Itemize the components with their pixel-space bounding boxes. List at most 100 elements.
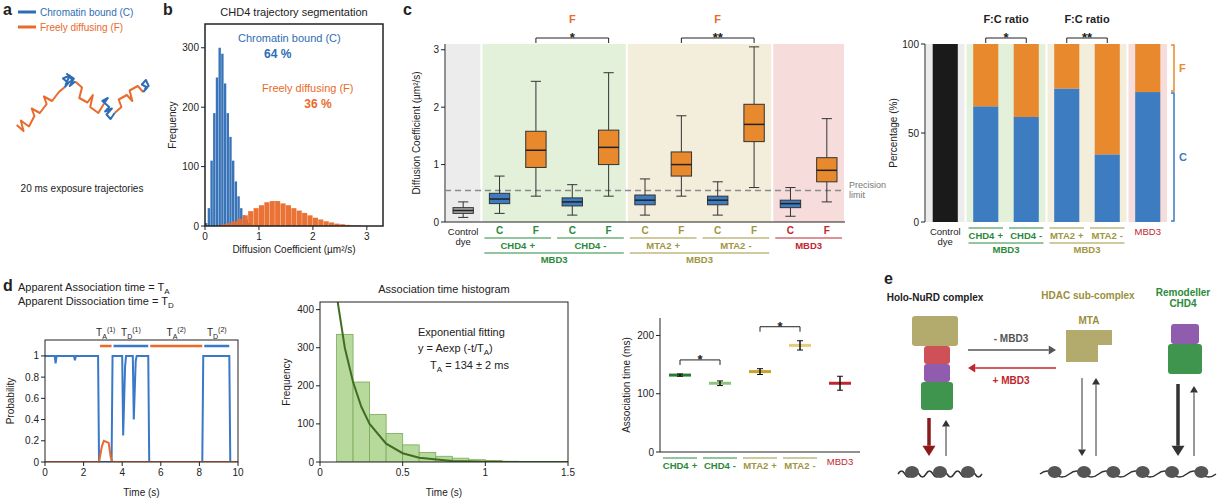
plot-area [453, 47, 837, 218]
subgroup-label: MTA2- [1092, 230, 1123, 241]
whisker [826, 119, 827, 158]
y-tick-label: 200 [297, 380, 314, 391]
y-tick [201, 47, 205, 48]
median [489, 198, 509, 200]
arrow-shaft [946, 427, 947, 457]
plot-area [205, 48, 361, 226]
histogram-bar [270, 201, 275, 226]
y-tick [316, 462, 320, 463]
histogram-bar [264, 202, 269, 226]
line-series [45, 441, 238, 462]
nucleosome [961, 466, 975, 478]
significance-stars: ** [1082, 30, 1093, 45]
annotation: Apparent Dissociation time = TD [18, 295, 174, 310]
frame [320, 302, 568, 462]
sign: + [997, 230, 1003, 241]
subgroup-underline [1090, 228, 1125, 229]
x-tick-label: 1 [483, 467, 489, 478]
whisker-cap [640, 178, 650, 179]
trajectory [63, 74, 75, 88]
error-cap [717, 385, 723, 386]
annotation: Freely diffusing (F) [262, 82, 354, 94]
subgroup-label: CHD4- [1010, 230, 1042, 241]
panel-b: bCHD4 trajectory segmentation01002003000… [163, 1, 383, 255]
y-tick [921, 44, 925, 45]
histogram-bar [337, 334, 354, 462]
histogram-bar [227, 113, 229, 226]
histogram-bar [318, 219, 323, 226]
y-tick [656, 452, 660, 453]
bar-segment [1014, 44, 1039, 117]
significance-stars: * [777, 319, 783, 334]
x-tick-label: 2 [81, 467, 87, 478]
y-tick [921, 222, 925, 223]
y-tick [201, 226, 205, 227]
error-cap [757, 368, 763, 369]
subunit [924, 346, 950, 364]
subgroup-label: CHD4+ [663, 460, 698, 471]
box-label: F [606, 225, 612, 236]
arrow-label: + MBD3 [993, 375, 1030, 386]
histogram-bar [370, 414, 387, 462]
bar-segment [1054, 89, 1079, 223]
x-tick [160, 462, 161, 466]
frame [205, 24, 383, 226]
significance-stars: * [697, 352, 703, 367]
bar-segment [1014, 117, 1039, 222]
y-tick [316, 309, 320, 310]
histogram-bar [259, 205, 264, 226]
significance-label: F [714, 13, 721, 25]
subgroup-underline [663, 458, 697, 459]
whisker [608, 73, 609, 130]
histogram-bar [313, 218, 318, 226]
y-tick-label: 2 [433, 102, 439, 113]
arrow-shaft [1194, 393, 1195, 457]
histogram-bar [286, 205, 291, 226]
legend-label: F [1179, 62, 1186, 74]
y-axis-title: Diffusion Coefficient (µm²/s) [411, 71, 422, 194]
y-tick [316, 385, 320, 386]
bar-segment [1054, 44, 1079, 89]
subgroup-label: CHD4+ [969, 230, 1004, 241]
plot-area [45, 356, 238, 462]
subgroup-label: CHD4- [704, 460, 736, 471]
text-part: D [168, 301, 174, 310]
x-tick-label: 3 [364, 231, 370, 242]
x-tick-label: 4 [119, 467, 125, 478]
median [708, 199, 728, 201]
annotation: 64 % [264, 47, 292, 61]
histogram-bar [281, 203, 286, 226]
y-tick-label: 200 [637, 330, 654, 341]
dna [1040, 471, 1216, 477]
significance-stars: ** [713, 30, 724, 45]
histogram-bar [243, 215, 248, 226]
whisker [608, 165, 609, 197]
text-line: HDAC sub-complex [1041, 290, 1135, 301]
x-tick [83, 462, 84, 466]
significance-stars: * [1003, 30, 1009, 45]
whisker-cap [531, 81, 541, 82]
sign: - [1039, 230, 1042, 241]
y-tick [316, 347, 320, 348]
x-tick [485, 462, 486, 466]
arrow-head [1172, 446, 1185, 456]
histogram-bar [302, 213, 307, 226]
median [562, 201, 582, 203]
y-tick [41, 462, 45, 463]
text-part: Apparent Dissociation time = T [18, 295, 168, 307]
arrow-shaft [975, 367, 1056, 369]
whisker-cap [531, 196, 541, 197]
group-background [1129, 44, 1168, 222]
arrow-head [923, 446, 936, 456]
median [526, 149, 546, 151]
interval-line [204, 345, 229, 348]
whisker-cap [676, 115, 686, 116]
whisker [535, 167, 536, 196]
whisker-cap [749, 46, 759, 47]
x-axis-title: Time (s) [123, 487, 159, 498]
panel-letter: b [163, 1, 173, 18]
text-part: (1) [107, 326, 116, 334]
label: Controldye [448, 226, 479, 247]
subgroup-underline [783, 458, 817, 459]
y-tick [201, 166, 205, 167]
